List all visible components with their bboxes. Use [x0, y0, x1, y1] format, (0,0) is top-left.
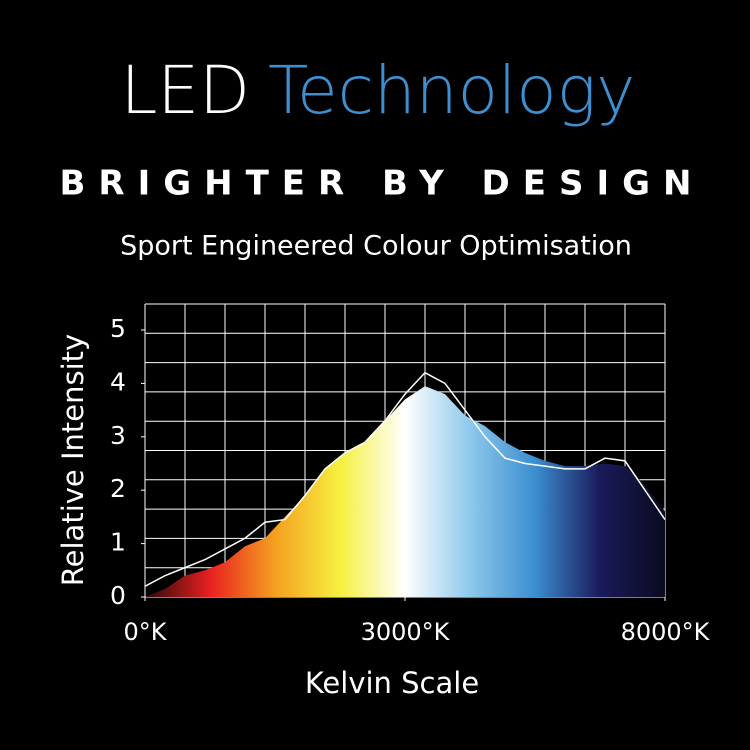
- x-tick-label: 3000°K: [361, 618, 451, 646]
- chart-title: LED Technology: [121, 52, 636, 129]
- x-tick-label: 8000°K: [621, 618, 711, 646]
- y-axis-label: Relative Intensity: [56, 334, 90, 586]
- y-tick-label: 5: [110, 314, 126, 343]
- spectrum-area: [145, 386, 665, 597]
- title-part: Technology: [268, 52, 635, 129]
- y-tick-label: 2: [110, 474, 126, 503]
- x-tick-label: 0°K: [123, 618, 167, 646]
- x-axis-label: Kelvin Scale: [305, 666, 479, 700]
- y-tick-label: 0: [110, 581, 126, 610]
- y-tick-label: 1: [110, 528, 126, 557]
- y-tick-label: 3: [110, 421, 126, 450]
- tagline: Sport Engineered Colour Optimisation: [120, 231, 632, 262]
- y-tick-label: 4: [110, 367, 126, 396]
- reference-line: [144, 371, 666, 587]
- subtitle: BRIGHTER BY DESIGN: [59, 164, 704, 204]
- title-part: LED: [121, 52, 250, 129]
